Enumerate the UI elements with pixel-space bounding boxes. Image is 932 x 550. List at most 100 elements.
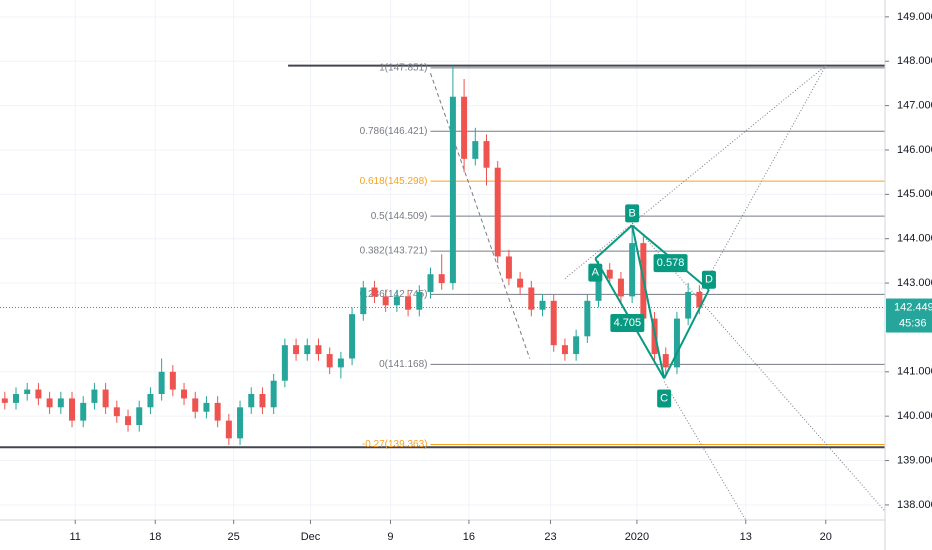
pattern-leg [631, 225, 666, 379]
x-tick-label: 13 [740, 531, 752, 543]
candle-body [505, 256, 512, 279]
candle-body [91, 389, 98, 403]
y-tick-label: 143.000 [897, 277, 932, 289]
y-tick-label: 148.000 [897, 55, 932, 67]
candle-body [595, 269, 602, 301]
candle-body [416, 291, 423, 310]
candle-body [371, 287, 378, 297]
candle-body [662, 354, 669, 368]
x-tick-label: 9 [387, 531, 393, 543]
price-label: 142.449 [894, 301, 932, 313]
candle-body [24, 389, 31, 394]
y-tick-label: 144.000 [897, 233, 932, 245]
candle-body [125, 416, 132, 426]
ratio-box [653, 254, 688, 273]
candle-body [225, 420, 232, 439]
pattern-point-box [701, 270, 716, 289]
candle-body [13, 393, 20, 403]
candle-body [438, 274, 445, 284]
candle-body [69, 398, 76, 421]
candle-body [147, 393, 154, 408]
candle-body [102, 389, 109, 408]
x-tick-label: 23 [544, 531, 556, 543]
candle-body [561, 345, 568, 355]
fib-label: -0.27(139.363) [362, 439, 428, 450]
ratio-label: 4.705 [614, 317, 642, 329]
y-tick-label: 146.000 [897, 144, 932, 156]
pattern-point-label: A [592, 267, 600, 279]
candle-body [405, 296, 412, 310]
fib-label: 0.236(142.745) [360, 289, 428, 300]
candle-body [214, 402, 221, 421]
price-box [886, 298, 932, 333]
candle-body [472, 141, 479, 159]
pattern-point-label: C [660, 392, 668, 404]
candle-body [427, 274, 434, 292]
candle-body [528, 287, 535, 310]
candle-body [203, 402, 210, 412]
pattern-point-box [657, 389, 672, 408]
candle-body [483, 141, 490, 168]
pattern-point-label: D [705, 274, 713, 286]
x-tick-label: 25 [228, 531, 240, 543]
candle-body [685, 291, 692, 319]
trend-line [430, 73, 531, 359]
candle-body [449, 96, 456, 284]
candle-body [259, 393, 266, 408]
plot-area: 1(147.851) 0.786(146.421) 0.618(145.298) 0.… [0, 0, 886, 521]
x-tick-label: 11 [70, 531, 81, 543]
countdown-label: 45:36 [899, 317, 927, 329]
candle-body [382, 296, 389, 306]
candle-body [80, 402, 87, 421]
candle-body [673, 318, 680, 368]
candle-body [617, 278, 624, 297]
axes: 149.000 148.000 147.000 146.000 145.000 144.0… [70, 11, 932, 543]
candle-body [461, 96, 468, 159]
candle-body [337, 358, 344, 368]
fib-label: 0.618(145.298) [360, 176, 428, 187]
candle-body [629, 243, 636, 297]
candle-body [360, 287, 367, 315]
candle-body [696, 291, 703, 308]
x-tick-label: 20 [820, 531, 832, 543]
candle-body [550, 300, 557, 346]
fib-label: 0.382(143.721) [360, 246, 428, 257]
candle-body [315, 345, 322, 355]
candle-body [181, 389, 188, 399]
candle-body [158, 371, 165, 394]
candle-body [517, 278, 524, 288]
candle-body [606, 269, 613, 279]
trend-line [564, 65, 827, 280]
x-tick-label: 16 [463, 531, 475, 543]
pattern-point-box [625, 204, 640, 223]
candle-body [393, 296, 400, 306]
y-tick-label: 139.000 [897, 454, 932, 466]
ratio-label: 0.578 [657, 257, 685, 269]
candle-body [57, 398, 64, 408]
candle-body [349, 314, 356, 359]
candle-body [281, 345, 288, 381]
candle-body [35, 389, 42, 399]
candle-body [494, 167, 501, 257]
candle-body [46, 398, 53, 408]
pattern-leg [663, 289, 710, 379]
candle-body [326, 354, 333, 368]
y-tick-label: 147.000 [897, 100, 932, 112]
y-tick-label: 141.000 [897, 366, 932, 378]
candle-body [248, 393, 255, 408]
y-tick-label: 138.000 [897, 499, 932, 511]
candle-body [192, 398, 199, 412]
x-tick-label: 2020 [625, 531, 649, 543]
y-tick-label: 145.000 [897, 188, 932, 200]
fib-label: 0(141.168) [379, 359, 427, 370]
x-tick-label: Dec [301, 531, 321, 543]
y-tick-label: 149.000 [897, 11, 932, 23]
candle-body [293, 345, 300, 355]
pattern-point-box [588, 263, 603, 282]
candle-body [270, 380, 277, 408]
price-axis [885, 0, 932, 550]
candle-body [573, 336, 580, 355]
x-tick-label: 18 [149, 531, 161, 543]
